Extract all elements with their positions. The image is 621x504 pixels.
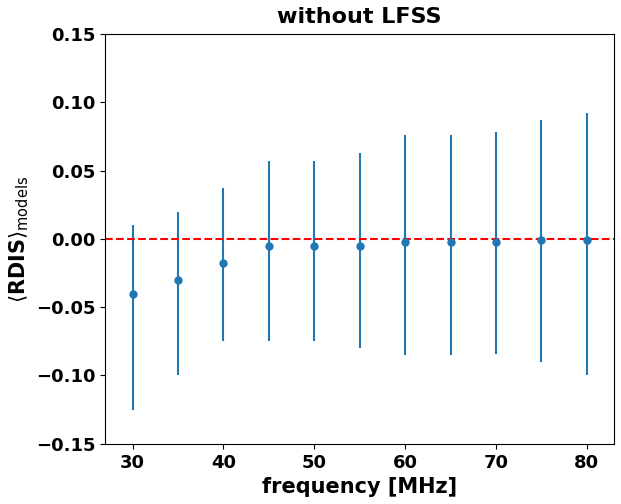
Y-axis label: $\langle$RDIS$\rangle_{\rm models}$: $\langle$RDIS$\rangle_{\rm models}$ xyxy=(7,175,30,302)
X-axis label: frequency [MHz]: frequency [MHz] xyxy=(262,477,457,497)
Title: without LFSS: without LFSS xyxy=(278,7,442,27)
